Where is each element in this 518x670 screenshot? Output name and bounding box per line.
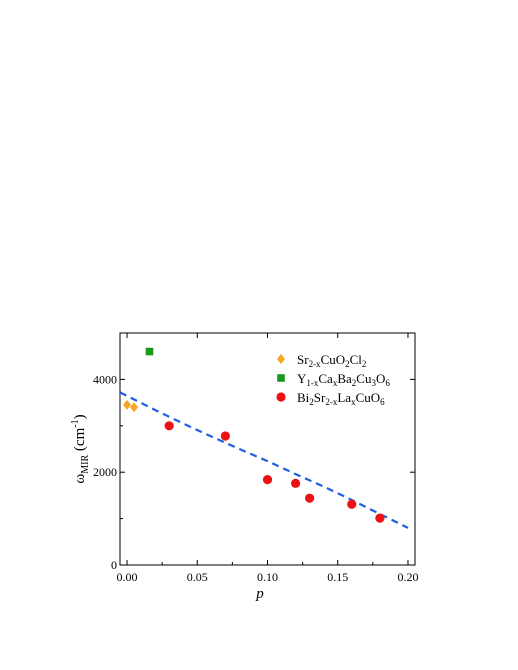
data-point-diamond [123, 399, 132, 410]
fit-line [119, 391, 409, 529]
plot-frame [119, 332, 416, 566]
y-axis-label-main: ω [72, 474, 88, 484]
data-point-diamond [130, 402, 139, 413]
legend: Sr2-xCuO2Cl2 Y1-xCaxBa2Cu3O6 Bi2Sr2-xLaxCu… [276, 352, 390, 407]
legend-marker-diamond [277, 354, 285, 364]
legend-label: Sr2-xCuO2Cl2 [297, 352, 366, 369]
x-axis-label: p [255, 586, 264, 602]
data-point-circle [164, 421, 174, 431]
y-tick-label: 4000 [93, 372, 117, 386]
x-tick-label: 0.15 [327, 570, 348, 584]
y-tick-label: 2000 [93, 465, 117, 479]
data-point-circle [347, 499, 357, 509]
data-point-circle [220, 431, 230, 441]
y-axis-label-sub: MIR [80, 455, 91, 474]
legend-label: Bi2Sr2-xLaxCuO6 [297, 390, 385, 407]
data-point-circle [262, 475, 273, 485]
legend-marker-circle [276, 392, 286, 402]
y-axis-label-unit-close: ) [72, 414, 88, 419]
data-point-square [145, 347, 154, 356]
legend-label: Y1-xCaxBa2Cu3O6 [297, 371, 390, 388]
x-tick-label: 0.10 [257, 570, 278, 584]
y-axis-label: ωMIR (cm-1) [70, 414, 91, 483]
data-point-circle [375, 513, 385, 523]
x-tick-label: 0.00 [117, 570, 138, 584]
x-tick-label: 0.05 [187, 570, 208, 584]
x-tick-label: 0.20 [397, 570, 418, 584]
data-point-circle [305, 493, 315, 503]
data-point-circle [290, 478, 301, 488]
y-axis-label-unit: (cm [72, 427, 88, 454]
y-axis-label-unit-sup: -1 [70, 419, 81, 427]
legend-marker-square [277, 374, 285, 382]
y-tick-label: 0 [111, 558, 117, 572]
data-markers [123, 347, 385, 523]
y-axis-ticks: 0 2000 4000 [93, 372, 415, 572]
x-axis-ticks: 0.00 0.05 0.10 0.15 0.20 [117, 333, 418, 584]
